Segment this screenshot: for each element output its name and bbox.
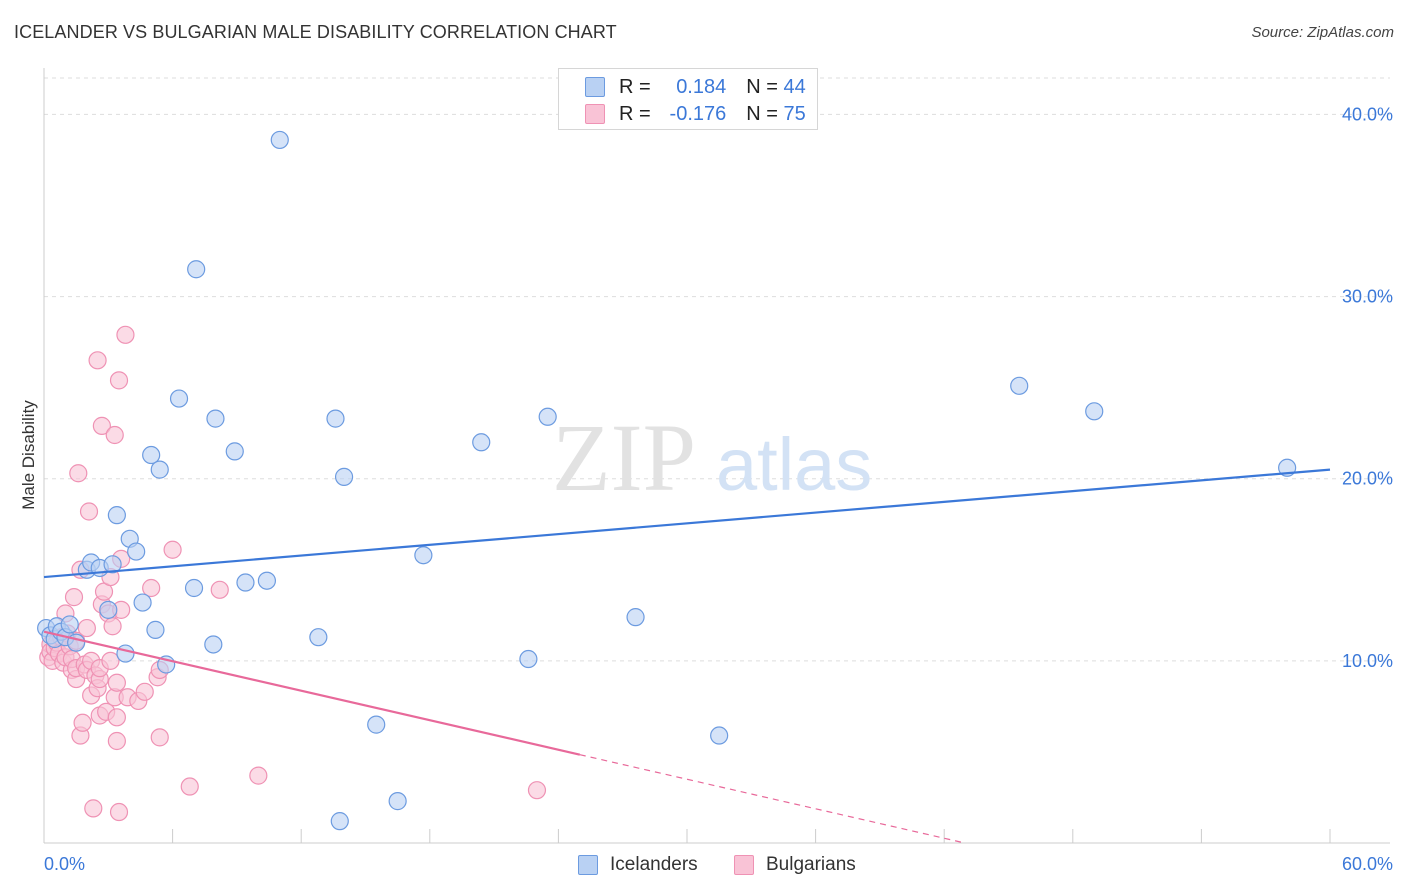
legend-n-icelanders: 44: [783, 75, 806, 98]
bulgarian-point: [107, 731, 126, 751]
legend-r-label: R =: [619, 75, 651, 98]
bulgarian-point: [116, 325, 135, 344]
bulgarian-point: [135, 682, 154, 701]
bulgarian-point: [92, 416, 111, 435]
bulgarian-point: [107, 708, 126, 727]
bulgarian-point: [109, 802, 129, 822]
bulgarian-point: [84, 799, 103, 818]
bulgarian-point: [105, 425, 124, 445]
y-tick-label: 40.0%: [1342, 104, 1393, 124]
icelander-point: [107, 506, 126, 525]
y-tick-label: 20.0%: [1342, 469, 1393, 489]
chart-title: ICELANDER VS BULGARIAN MALE DISABILITY C…: [14, 22, 617, 42]
source-label: Source: ZipAtlas.com: [1251, 24, 1394, 41]
bulgarian-point: [77, 618, 96, 638]
bulgarian-point: [180, 777, 199, 796]
icelander-point: [334, 467, 354, 486]
y-axis-title: Male Disability: [19, 400, 38, 510]
icelander-point: [169, 389, 189, 408]
bulgarian-point: [88, 351, 107, 370]
watermark: ZIP atlas: [552, 404, 872, 511]
bulgarians-trend-line: [43, 630, 581, 756]
axes: [43, 68, 1390, 844]
bulgarian-point: [210, 580, 229, 599]
icelander-point: [225, 442, 244, 461]
gridlines: [44, 77, 1390, 662]
icelander-point: [519, 649, 538, 669]
icelander-point: [326, 409, 345, 428]
y-tick-label: 30.0%: [1342, 287, 1393, 307]
icelander-point: [204, 635, 223, 654]
icelander-point: [127, 542, 146, 561]
icelander-point: [1085, 402, 1104, 421]
legend-n-bulgarians: 75: [783, 102, 806, 125]
x-tick-label: 60.0%: [1342, 854, 1393, 874]
bulgarian-point: [79, 502, 99, 521]
bottom-legend-label-bulgarians: Bulgarians: [766, 854, 856, 875]
icelander-point: [146, 620, 165, 639]
icelander-point: [184, 578, 204, 598]
axis-labels: 10.0% 20.0% 30.0% 40.0% 0.0% 60.0% Male Disabi…: [19, 104, 1393, 874]
bulgarian-point: [107, 673, 126, 692]
icelander-point: [133, 593, 152, 612]
icelander-point: [206, 409, 225, 428]
icelander-point: [414, 546, 433, 565]
legend-row-bulgarians: R = -0.176 N = 75: [585, 102, 806, 126]
bulgarians-trend-extension: [579, 754, 965, 844]
icelander-point: [330, 812, 349, 831]
legend-r-bulgarians: -0.176: [669, 102, 727, 125]
y-tick-label: 10.0%: [1342, 651, 1393, 671]
legend-n-label: N =: [746, 102, 778, 125]
bulgarian-point: [163, 540, 182, 559]
bottom-legend-bulgarians: Bulgarians: [734, 853, 856, 877]
watermark-atlas: atlas: [716, 423, 872, 506]
icelander-point: [116, 644, 135, 663]
bulgarian-point: [109, 371, 129, 390]
icelander-point: [257, 571, 277, 590]
icelander-point: [1010, 376, 1029, 395]
icelander-point: [626, 608, 645, 627]
icelander-point: [472, 433, 491, 452]
legend-r-icelanders: 0.184: [676, 75, 727, 98]
bulgarian-point: [69, 464, 88, 483]
bulgarian-point: [103, 617, 122, 636]
watermark-zip: ZIP: [552, 404, 696, 511]
bulgarian-point: [64, 588, 84, 607]
bulgarian-point: [142, 578, 161, 598]
icelander-point: [236, 573, 255, 592]
bottom-legend-swatch-icelanders: [578, 855, 598, 875]
legend-swatch-icelanders: [585, 77, 605, 97]
legend-row-icelanders: R = 0.184 N = 44: [585, 75, 806, 99]
icelander-point: [367, 715, 386, 734]
icelander-point: [99, 600, 118, 619]
trend-lines: [43, 468, 1331, 844]
icelander-point: [710, 726, 729, 745]
bulgarian-point: [527, 781, 547, 800]
legend-swatch-bulgarians: [585, 104, 605, 124]
icelander-point: [142, 445, 161, 465]
icelander-point: [309, 628, 328, 647]
bulgarian-point: [101, 651, 120, 670]
icelander-point: [270, 130, 289, 150]
bulgarian-point: [150, 728, 169, 747]
bottom-legend-label-icelanders: Icelanders: [610, 854, 698, 875]
icelander-point: [538, 407, 557, 426]
icelander-point: [60, 615, 79, 634]
icelander-point: [103, 555, 122, 574]
x-tick-label: 0.0%: [44, 854, 85, 874]
data-points: [37, 130, 1297, 831]
icelander-point: [187, 260, 206, 279]
bottom-legend-swatch-bulgarians: [734, 855, 754, 875]
icelanders-trend-line: [43, 468, 1331, 579]
correlation-legend: R = 0.184 N = 44 R = -0.176 N = 75: [558, 68, 818, 130]
icelander-point: [388, 792, 407, 811]
bulgarian-point: [249, 766, 268, 785]
bulgarian-point: [73, 713, 92, 732]
legend-r-label: R =: [619, 102, 651, 125]
icelander-point: [150, 460, 169, 479]
legend-n-label: N =: [746, 75, 778, 98]
bottom-legend-icelanders: Icelanders: [578, 853, 698, 877]
